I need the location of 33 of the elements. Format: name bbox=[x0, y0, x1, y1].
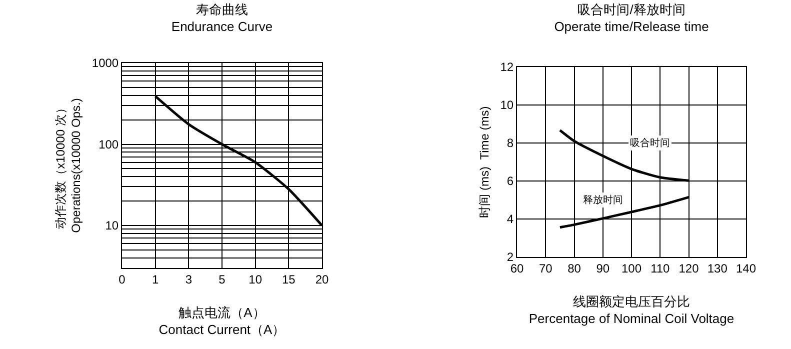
x-axis-title: 触点电流（A） Contact Current（A） bbox=[158, 305, 286, 337]
y-tick-label: 100 bbox=[98, 137, 119, 152]
y-tick-label: 8 bbox=[506, 136, 514, 150]
x-tick-label: 5 bbox=[218, 272, 226, 286]
series-label: 释放时间 bbox=[583, 194, 623, 206]
y-tick-label: 10 bbox=[105, 218, 119, 233]
y-tick-label: 10 bbox=[500, 98, 514, 112]
x-tick-label: 70 bbox=[538, 261, 553, 276]
y-tick-label: 4 bbox=[506, 212, 514, 226]
x-tick-label: 110 bbox=[650, 261, 670, 276]
x-tick-label: 90 bbox=[596, 261, 610, 276]
chart-title: 吸合时间/释放时间 bbox=[578, 2, 686, 17]
chart-title: 寿命曲线 bbox=[196, 2, 248, 17]
chart-subtitle: Endurance Curve bbox=[171, 18, 273, 34]
y-tick-label: 12 bbox=[500, 60, 514, 74]
x-tick-label: 120 bbox=[678, 261, 700, 276]
x-tick-label: 0 bbox=[118, 272, 126, 286]
y-tick-label: 6 bbox=[506, 174, 514, 188]
chart-subtitle: Operate time/Release time bbox=[554, 18, 709, 34]
y-tick-label: 1000 bbox=[92, 56, 119, 70]
x-tick-label: 10 bbox=[248, 272, 262, 286]
y-axis-title: 动作次数（x10000 次） Operations(x10000 Ops.) bbox=[54, 98, 84, 233]
x-tick-label: 15 bbox=[282, 272, 296, 286]
x-tick-label: 130 bbox=[707, 261, 728, 276]
x-tick-label: 80 bbox=[568, 261, 582, 276]
series-label: 吸合时间 bbox=[630, 137, 670, 149]
y-axis-title: 时间 (ms) Time (ms) bbox=[478, 106, 492, 218]
x-tick-label: 100 bbox=[621, 261, 642, 276]
x-tick-label: 20 bbox=[315, 272, 329, 286]
x-tick-label: 140 bbox=[736, 261, 756, 276]
x-tick-label: 1 bbox=[152, 272, 159, 286]
x-axis-title: 线圈额定电压百分比 Percentage of Nominal Coil Voltage bbox=[528, 294, 734, 326]
x-tick-label: 3 bbox=[185, 272, 192, 286]
